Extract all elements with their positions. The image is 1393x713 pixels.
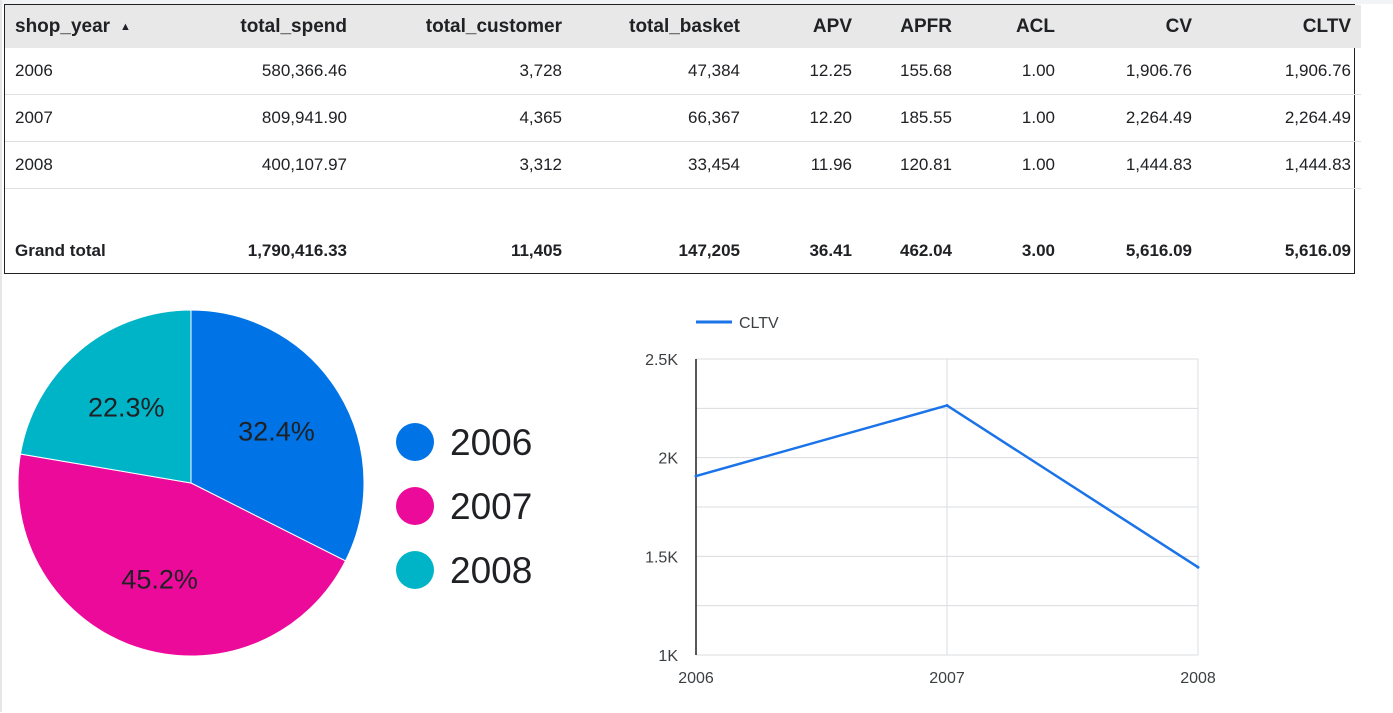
legend-label-2007[interactable]: 2007: [450, 486, 532, 527]
line-chart-svg: 1K 1.5K 2K 2.5K 2006 2007 2008 CLTV: [645, 315, 1216, 687]
x-tick-label: 2007: [929, 670, 965, 687]
table-cell: 1.00: [962, 94, 1065, 142]
column-header-total-customer[interactable]: total_customer: [357, 5, 572, 48]
grand-total-cell: 36.41: [809, 241, 852, 260]
table-row[interactable]: 2007 809,941.90 4,365 66,367 12.20 185.55 1.00…: [5, 94, 1361, 142]
column-header-acl[interactable]: ACL: [962, 5, 1065, 48]
column-header-apfr[interactable]: APFR: [862, 5, 962, 48]
grand-total-cell: 1,790,416.33: [247, 241, 347, 260]
table-cell: 2008: [5, 141, 190, 189]
column-header-cltv[interactable]: CLTV: [1202, 5, 1361, 48]
data-table-panel: shop_year ▲ total_spend total_customer total…: [4, 4, 1361, 274]
table-cell: 12.25: [750, 48, 862, 95]
table-cell: 580,366.46: [190, 48, 357, 95]
table-cell: 1,444.83: [1202, 141, 1361, 189]
data-point[interactable]: [1196, 565, 1200, 569]
table-cell: 3,728: [357, 48, 572, 95]
pie-slice-2006[interactable]: [190, 309, 365, 562]
table-cell: 155.68: [862, 48, 962, 95]
legend-swatch-2007: [396, 487, 434, 525]
table-cell: 4,365: [357, 94, 572, 142]
grand-total-cell: 5,616.09: [1284, 241, 1351, 260]
y-tick-label: 1K: [658, 648, 678, 665]
sort-ascending-icon[interactable]: ▲: [120, 20, 131, 33]
table-cell: 1,906.76: [1202, 48, 1361, 95]
table-cell: 1,906.76: [1065, 48, 1202, 95]
grand-total-label: Grand total: [15, 241, 106, 260]
column-header-label: total_basket: [629, 15, 740, 37]
pie-chart-svg: 32.4% 45.2% 22.3% 2006 2007 2008: [17, 309, 532, 657]
data-table: shop_year ▲ total_spend total_customer total…: [5, 5, 1361, 275]
data-point[interactable]: [694, 474, 698, 478]
table-cell: 33,454: [572, 141, 750, 189]
pie-slice-2008[interactable]: [19, 309, 192, 484]
grand-total-cell: 462.04: [900, 241, 952, 260]
y-tick-label: 2K: [658, 451, 678, 468]
table-cell: 2006: [5, 48, 190, 95]
y-tick-label: 2.5K: [645, 352, 678, 369]
grand-total-cell: 3.00: [1021, 241, 1055, 260]
column-header-label: shop_year: [15, 15, 111, 37]
y-tick-label: 1.5K: [645, 549, 678, 566]
column-header-label: APFR: [900, 15, 952, 37]
table-cell: 12.20: [750, 94, 862, 142]
grand-total-row: Grand total 1,790,416.33 11,405 147,205 36.4…: [5, 227, 1361, 275]
table-cell: 185.55: [862, 94, 962, 142]
legend-swatch-2008: [396, 551, 434, 589]
table-row[interactable]: 2006 580,366.46 3,728 47,384 12.25 155.68 1.00…: [5, 48, 1361, 95]
pie-slice-label: 45.2%: [121, 564, 198, 594]
legend-swatch-2006: [396, 423, 434, 461]
grand-total-cell: 11,405: [510, 241, 562, 260]
table-cell: 1.00: [962, 48, 1065, 95]
table-cell: 3,312: [357, 141, 572, 189]
legend-label-2008[interactable]: 2008: [450, 550, 532, 591]
column-header-label: CLTV: [1302, 15, 1351, 37]
table-cell: 400,107.97: [190, 141, 357, 189]
legend-label-2006[interactable]: 2006: [450, 422, 532, 463]
table-cell: 2,264.49: [1065, 94, 1202, 142]
column-header-shop-year[interactable]: shop_year ▲: [5, 5, 190, 48]
table-cell: 11.96: [750, 141, 862, 189]
column-header-label: CV: [1165, 15, 1192, 37]
left-border: [0, 0, 2, 712]
legend-label-cltv[interactable]: CLTV: [739, 315, 779, 332]
line-chart: 1K 1.5K 2K 2.5K 2006 2007 2008 CLTV: [610, 300, 1250, 700]
column-header-label: APV: [812, 15, 852, 37]
column-header-label: ACL: [1015, 15, 1055, 37]
x-tick-label: 2006: [678, 670, 714, 687]
table-cell: 1,444.83: [1065, 141, 1202, 189]
pie-slice-label: 22.3%: [88, 392, 165, 422]
table-body: 2006 580,366.46 3,728 47,384 12.25 155.68 1.00…: [5, 48, 1361, 275]
top-border: [0, 0, 1393, 4]
column-header-label: total_customer: [425, 15, 562, 37]
table-cell: 2007: [5, 94, 190, 142]
x-tick-label: 2008: [1180, 670, 1216, 687]
grand-total-cell: 147,205: [678, 241, 740, 260]
table-cell: 1.00: [962, 141, 1065, 189]
table-row[interactable]: 2008 400,107.97 3,312 33,454 11.96 120.81 1.00…: [5, 141, 1361, 189]
table-cell: 66,367: [572, 94, 750, 142]
data-point[interactable]: [945, 403, 949, 407]
column-header-total-basket[interactable]: total_basket: [572, 5, 750, 48]
column-header-total-spend[interactable]: total_spend: [190, 5, 357, 48]
table-spacer-row: [5, 189, 1361, 228]
pie-slice-label: 32.4%: [238, 416, 315, 446]
column-header-apv[interactable]: APV: [750, 5, 862, 48]
table-header-row: shop_year ▲ total_spend total_customer total…: [5, 5, 1361, 48]
table-cell: 47,384: [572, 48, 750, 95]
pie-slice-2007[interactable]: [17, 453, 347, 657]
table-cell: 120.81: [862, 141, 962, 189]
grand-total-cell: 5,616.09: [1125, 241, 1192, 260]
table-cell: 809,941.90: [190, 94, 357, 142]
column-header-cv[interactable]: CV: [1065, 5, 1202, 48]
pie-chart: 32.4% 45.2% 22.3% 2006 2007 2008: [0, 288, 580, 708]
column-header-label: total_spend: [240, 15, 347, 37]
table-spacer-cell: [5, 189, 1361, 228]
table-cell: 2,264.49: [1202, 94, 1361, 142]
